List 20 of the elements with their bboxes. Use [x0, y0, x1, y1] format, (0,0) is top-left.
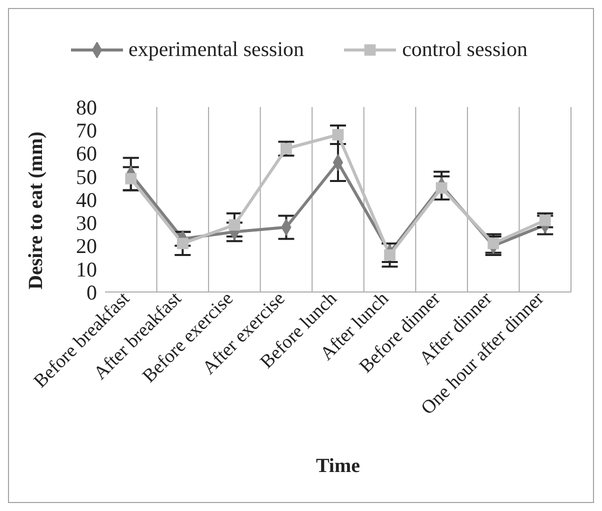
point — [332, 129, 344, 140]
y-tick-label: 80 — [76, 95, 97, 120]
point — [228, 219, 240, 231]
y-tick-label: 40 — [76, 188, 97, 212]
legend-label: experimental session — [128, 37, 304, 62]
y-tick-label: 70 — [76, 118, 97, 143]
point — [384, 249, 396, 261]
y-axis-title: Desire to eat (mm) — [25, 132, 48, 290]
y-tick-label: 50 — [76, 164, 97, 189]
y-tick-label: 60 — [76, 142, 97, 166]
y-tick-label: 30 — [76, 211, 97, 236]
y-tick-label: 20 — [76, 234, 97, 258]
y-tick-label: 10 — [76, 257, 97, 282]
point — [280, 142, 292, 154]
point — [436, 182, 448, 194]
point — [488, 238, 500, 250]
point — [176, 238, 188, 250]
x-axis-title: Time — [316, 455, 360, 477]
legend-label: control session — [402, 37, 528, 62]
point — [125, 172, 137, 184]
